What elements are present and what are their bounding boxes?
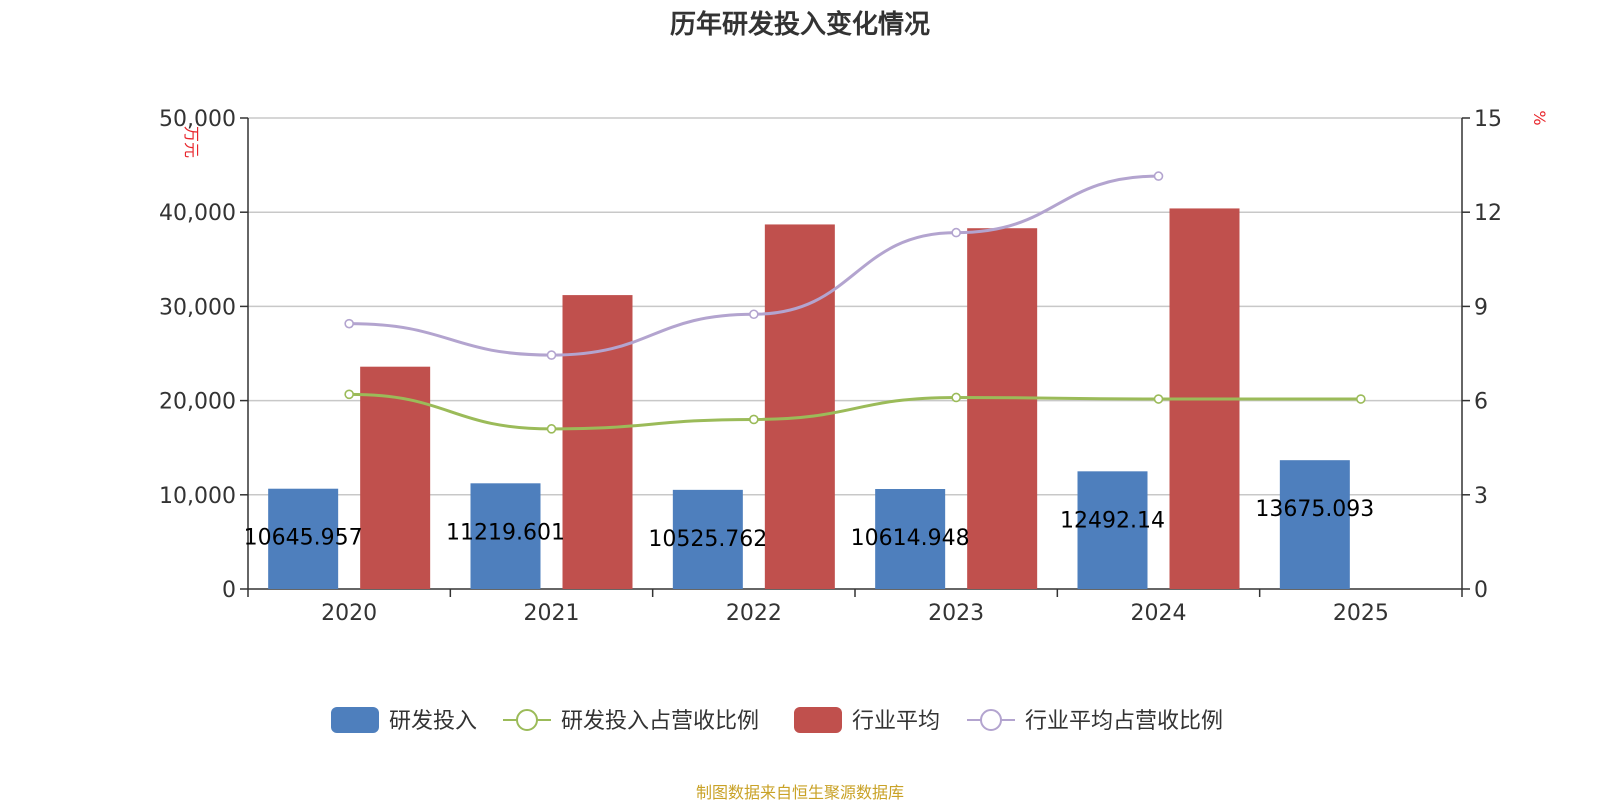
y-left-unit: 万元 bbox=[182, 126, 201, 158]
y-right-tick-label: 3 bbox=[1474, 484, 1488, 509]
bar-industry-average[interactable] bbox=[967, 228, 1038, 590]
bar-data-label: 10614.948 bbox=[851, 526, 970, 551]
x-tick-label: 2025 bbox=[1333, 601, 1389, 626]
bar-industry-average[interactable] bbox=[562, 295, 633, 589]
legend-bar-swatch[interactable] bbox=[794, 707, 842, 733]
y-left-tick-label: 30,000 bbox=[159, 295, 236, 320]
legend-label: 行业平均 bbox=[852, 709, 940, 734]
bar-data-label: 10645.957 bbox=[244, 526, 363, 551]
x-tick-label: 2020 bbox=[321, 601, 377, 626]
line-series-1 bbox=[349, 392, 1361, 431]
y-left-tick-label: 40,000 bbox=[159, 201, 236, 226]
bar-rd-investment[interactable] bbox=[672, 489, 743, 589]
line-point[interactable] bbox=[951, 392, 961, 403]
y-right-tick-label: 9 bbox=[1474, 295, 1488, 320]
y-left-tick-label: 20,000 bbox=[159, 390, 236, 415]
legend-label: 研发投入 bbox=[389, 709, 477, 734]
line-point[interactable] bbox=[1153, 394, 1164, 404]
y-left-tick-label: 50,000 bbox=[159, 107, 236, 132]
bar-rd-investment[interactable] bbox=[268, 488, 339, 589]
line-point[interactable] bbox=[951, 227, 961, 238]
x-tick-label: 2023 bbox=[928, 601, 984, 626]
y-left-tick-label: 10,000 bbox=[159, 484, 236, 509]
x-tick-label: 2021 bbox=[524, 601, 580, 626]
line-point[interactable] bbox=[1153, 171, 1164, 181]
y-right-tick-label: 12 bbox=[1474, 201, 1502, 226]
x-tick-label: 2024 bbox=[1131, 601, 1187, 626]
bar-rd-investment[interactable] bbox=[875, 489, 946, 589]
legend-line-marker[interactable] bbox=[516, 709, 538, 731]
y-right-tick-label: 0 bbox=[1474, 578, 1488, 603]
chart-title: 历年研发投入变化情况 bbox=[669, 10, 930, 40]
line-point[interactable] bbox=[749, 309, 759, 320]
bar-industry-average[interactable] bbox=[764, 224, 835, 590]
line-point[interactable] bbox=[749, 414, 759, 425]
bar-data-label: 12492.14 bbox=[1060, 508, 1165, 533]
y-right-tick-label: 15 bbox=[1474, 107, 1502, 132]
line-point[interactable] bbox=[344, 318, 354, 329]
legend-label: 行业平均占营收比例 bbox=[1025, 709, 1223, 734]
bar-industry-average[interactable] bbox=[360, 366, 431, 589]
chart-source: 制图数据来自恒生聚源数据库 bbox=[695, 783, 904, 802]
line-point[interactable] bbox=[546, 424, 557, 434]
bar-rd-investment[interactable] bbox=[1077, 471, 1148, 589]
legend-label: 研发投入占营收比例 bbox=[561, 709, 759, 734]
bar-rd-investment[interactable] bbox=[1279, 460, 1350, 589]
bar-data-label: 13675.093 bbox=[1255, 497, 1374, 522]
y-right-tick-label: 6 bbox=[1474, 390, 1488, 415]
bar-rd-investment[interactable] bbox=[470, 483, 541, 589]
line-point[interactable] bbox=[1356, 394, 1366, 404]
y-right-unit: % bbox=[1530, 110, 1549, 125]
legend-bar-swatch[interactable] bbox=[331, 707, 379, 733]
bar-data-label: 10525.762 bbox=[648, 527, 767, 552]
x-tick-label: 2022 bbox=[726, 601, 782, 626]
bar-data-label: 11219.601 bbox=[446, 520, 565, 545]
legend-line-marker[interactable] bbox=[980, 709, 1002, 731]
y-left-tick-label: 0 bbox=[222, 578, 236, 603]
line-point[interactable] bbox=[344, 389, 354, 400]
line-point[interactable] bbox=[546, 350, 557, 360]
